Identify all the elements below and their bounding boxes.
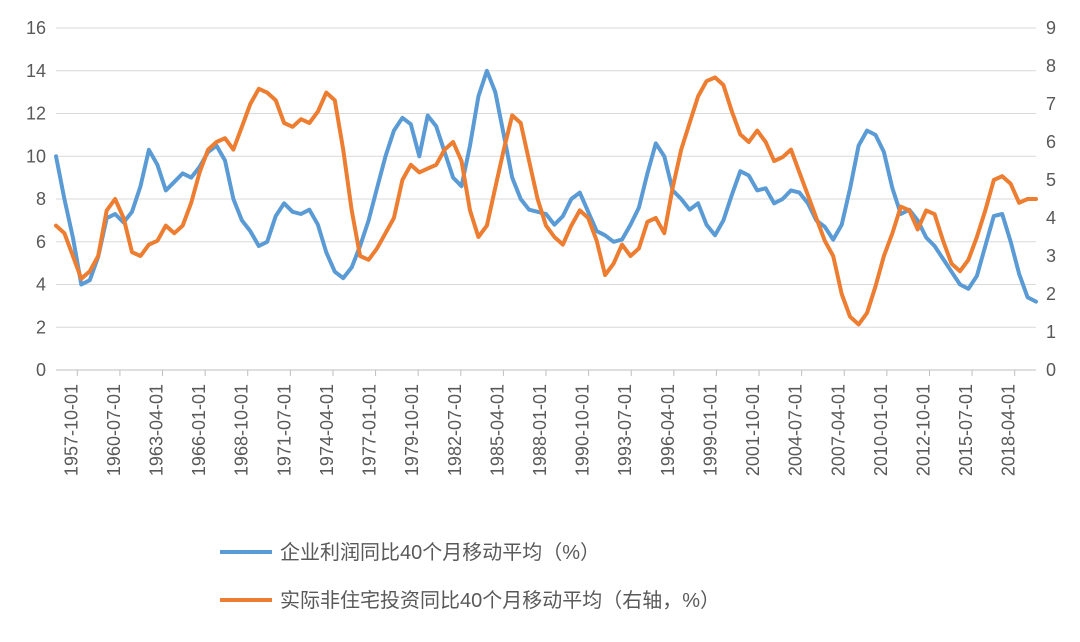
x-axis-tick-label: 1985-04-01 [487,384,507,476]
x-axis-tick-label: 1963-04-01 [147,384,167,476]
left-axis-tick-label: 16 [26,18,46,38]
x-axis-tick-label: 1990-10-01 [573,384,593,476]
x-axis-tick-label: 1993-07-01 [615,384,635,476]
x-axis-tick-label: 2004-07-01 [786,384,806,476]
legend-label-profit: 企业利润同比40个月移动平均（%） [280,541,600,564]
x-axis-tick-label: 1968-10-01 [232,384,252,476]
x-axis-tick-label: 1966-01-01 [189,384,209,476]
x-axis-tick-label: 1979-10-01 [402,384,422,476]
left-axis-tick-label: 6 [36,232,46,252]
left-axis-tick-label: 8 [36,189,46,209]
right-axis-tick-label: 3 [1046,246,1056,266]
x-axis-tick-label: 1960-07-01 [104,384,124,476]
right-axis-tick-label: 5 [1046,170,1056,190]
right-axis-tick-label: 7 [1046,94,1056,114]
left-axis-tick-label: 10 [26,146,46,166]
x-axis-tick-label: 1977-01-01 [360,384,380,476]
legend-label-investment: 实际非住宅投资同比40个月移动平均（右轴，%） [280,589,720,612]
right-axis-tick-label: 6 [1046,132,1056,152]
right-axis-tick-label: 4 [1046,208,1056,228]
right-axis-tick-label: 0 [1046,360,1056,380]
x-axis-tick-label: 2018-04-01 [999,384,1019,476]
x-axis-tick-label: 1988-01-01 [530,384,550,476]
chart-container: 024681012141601234567891957-10-011960-07… [0,0,1080,642]
left-axis-tick-label: 14 [26,61,46,81]
left-axis-tick-label: 4 [36,275,46,295]
x-axis-tick-label: 2012-10-01 [913,384,933,476]
x-axis-tick-label: 1999-01-01 [700,384,720,476]
left-axis-tick-label: 0 [36,360,46,380]
x-axis-tick-label: 1971-07-01 [274,384,294,476]
x-axis-tick-label: 2015-07-01 [956,384,976,476]
right-axis-tick-label: 9 [1046,18,1056,38]
x-axis-tick-label: 2001-10-01 [743,384,763,476]
left-axis-tick-label: 2 [36,317,46,337]
dual-axis-line-chart: 024681012141601234567891957-10-011960-07… [0,0,1080,642]
x-axis-tick-label: 1957-10-01 [61,384,81,476]
left-axis-tick-label: 12 [26,104,46,124]
x-axis-tick-label: 2010-01-01 [871,384,891,476]
x-axis-tick-label: 1982-07-01 [445,384,465,476]
right-axis-tick-label: 2 [1046,284,1056,304]
x-axis-tick-label: 2007-04-01 [828,384,848,476]
x-axis-tick-label: 1974-04-01 [317,384,337,476]
right-axis-tick-label: 1 [1046,322,1056,342]
x-axis-tick-label: 1996-04-01 [658,384,678,476]
right-axis-tick-label: 8 [1046,56,1056,76]
